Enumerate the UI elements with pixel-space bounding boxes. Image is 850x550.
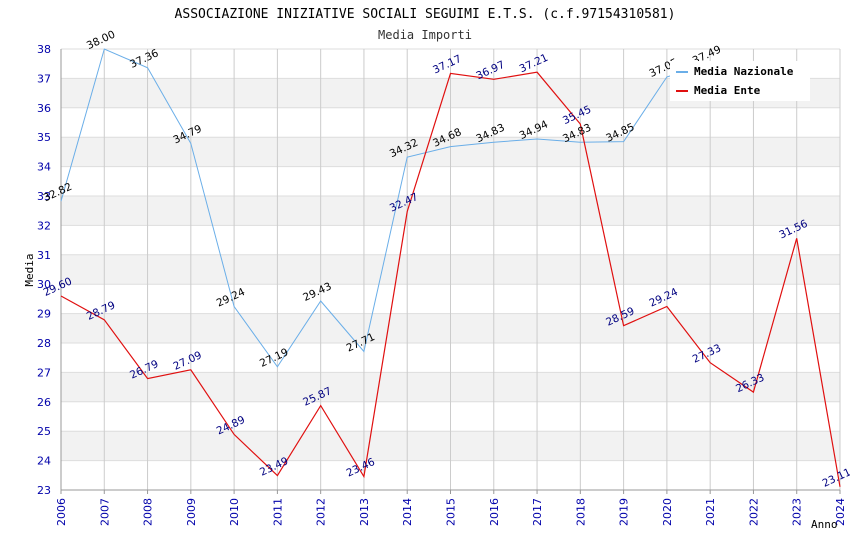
x-tick-label: 2013	[358, 498, 371, 526]
y-tick-label: 25	[37, 425, 51, 438]
x-tick-label: 2020	[661, 498, 674, 526]
x-tick-label: 2023	[791, 498, 804, 526]
x-tick-label: 2018	[574, 498, 587, 526]
y-tick-label: 38	[37, 43, 51, 56]
legend: Media Nazionale Media Ente	[670, 61, 810, 101]
series-layer	[60, 48, 841, 487]
x-tick-label: 2019	[618, 498, 631, 526]
x-tick-label: 2022	[747, 498, 760, 526]
y-tick-label: 26	[37, 396, 51, 409]
x-tick-label: 2012	[315, 498, 328, 526]
y-tick-label: 30	[37, 278, 51, 291]
y-tick-label: 33	[37, 190, 51, 203]
x-tick-label: 2017	[531, 498, 544, 526]
x-tick-label: 2006	[55, 498, 68, 526]
y-tick-label: 34	[37, 161, 51, 174]
y-tick-label: 28	[37, 337, 51, 350]
x-tick-label: 2008	[142, 498, 155, 526]
gridlines	[60, 48, 841, 491]
x-tick-label: 2016	[488, 498, 501, 526]
legend-label-ente: Media Ente	[694, 84, 761, 97]
x-tick-label: 2010	[228, 498, 241, 526]
chart-title: ASSOCIAZIONE INIZIATIVE SOCIALI SEGUIMI …	[175, 7, 676, 22]
x-axis-label: Anno	[811, 518, 838, 531]
axes: 23 24 25 26 27 28 29 30 31 32 33 34 35 36 37 38 2006 2007…	[37, 43, 847, 526]
y-tick-label: 23	[37, 484, 51, 497]
y-tick-label: 24	[37, 455, 51, 468]
x-tick-label: 2015	[445, 498, 458, 526]
y-tick-label: 27	[37, 366, 51, 379]
series-line-nazionale	[60, 48, 711, 368]
legend-label-nazionale: Media Nazionale	[694, 65, 794, 78]
x-tick-label: 2021	[704, 498, 717, 526]
y-tick-label: 36	[37, 102, 51, 115]
y-tick-label: 35	[37, 131, 51, 144]
x-tick-label: 2014	[401, 498, 414, 526]
x-tick-label: 2011	[271, 498, 284, 526]
y-tick-label: 37	[37, 72, 51, 85]
x-tick-label: 2024	[834, 498, 847, 526]
y-tick-label: 32	[37, 219, 51, 232]
series-line-ente	[60, 71, 841, 487]
chart-subtitle: Media Importi	[378, 28, 472, 42]
x-tick-label: 2007	[98, 498, 111, 526]
y-tick-label: 31	[37, 249, 51, 262]
legend-box	[670, 61, 810, 101]
x-tick-label: 2009	[185, 498, 198, 526]
y-axis-label: Media	[23, 253, 36, 286]
y-tick-label: 29	[37, 308, 51, 321]
